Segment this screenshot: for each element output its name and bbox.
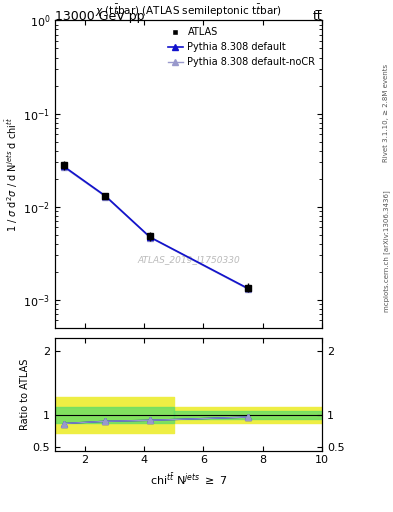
Y-axis label: 1 / $\sigma$ d$^2$$\sigma$ / d N$^{jets}$ d chi$^{t\bar{t}}$: 1 / $\sigma$ d$^2$$\sigma$ / d N$^{jets}… xyxy=(4,117,20,231)
X-axis label: chi$^{t\bar{t}}$ N$^{jets}$ $\geq$ 7: chi$^{t\bar{t}}$ N$^{jets}$ $\geq$ 7 xyxy=(150,471,228,487)
Legend: ATLAS, Pythia 8.308 default, Pythia 8.308 default-noCR: ATLAS, Pythia 8.308 default, Pythia 8.30… xyxy=(164,24,320,71)
Text: Rivet 3.1.10, ≥ 2.8M events: Rivet 3.1.10, ≥ 2.8M events xyxy=(383,63,389,162)
Text: mcplots.cern.ch [arXiv:1306.3436]: mcplots.cern.ch [arXiv:1306.3436] xyxy=(383,190,390,312)
Y-axis label: Ratio to ATLAS: Ratio to ATLAS xyxy=(20,358,30,430)
Text: tt̅: tt̅ xyxy=(312,10,322,23)
Text: ATLAS_2019_I1750330: ATLAS_2019_I1750330 xyxy=(137,255,240,265)
Title: $\chi$ (t$\bar{t}$bar) (ATLAS semileptonic t$\bar{t}$bar): $\chi$ (t$\bar{t}$bar) (ATLAS semilepton… xyxy=(95,3,282,19)
Text: 13000 GeV pp: 13000 GeV pp xyxy=(55,10,145,23)
